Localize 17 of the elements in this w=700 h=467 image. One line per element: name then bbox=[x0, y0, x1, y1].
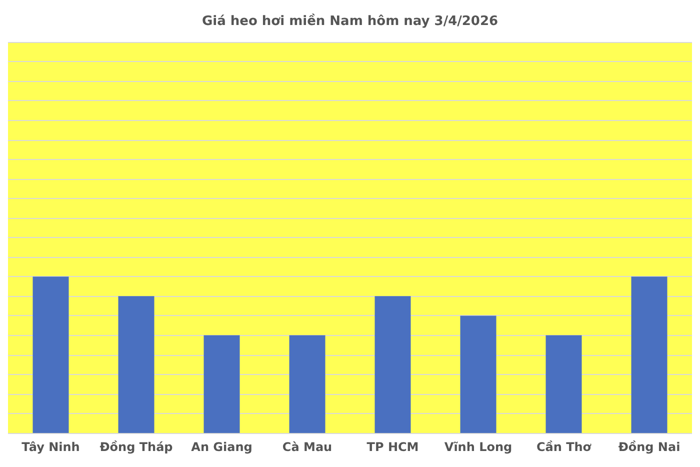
bar bbox=[118, 296, 154, 433]
bar bbox=[374, 296, 411, 433]
bar bbox=[460, 316, 496, 433]
bar bbox=[204, 335, 240, 433]
x-tick-label: Vĩnh Long bbox=[444, 440, 512, 454]
bar bbox=[289, 335, 326, 433]
x-tick-label: An Giang bbox=[191, 440, 252, 454]
x-tick-label: Cà Mau bbox=[282, 440, 332, 454]
x-tick-label: Cần Thơ bbox=[536, 440, 592, 454]
chart-title: Giá heo hơi miền Nam hôm nay 3/4/2026 bbox=[202, 13, 498, 29]
x-tick-label: Tây Ninh bbox=[22, 440, 80, 454]
bar bbox=[32, 276, 69, 433]
x-tick-label: TP HCM bbox=[366, 440, 419, 454]
bar bbox=[631, 276, 668, 433]
bar bbox=[546, 335, 582, 433]
x-tick-label: Đồng Nai bbox=[618, 440, 680, 454]
x-tick-label: Đồng Tháp bbox=[100, 440, 174, 454]
